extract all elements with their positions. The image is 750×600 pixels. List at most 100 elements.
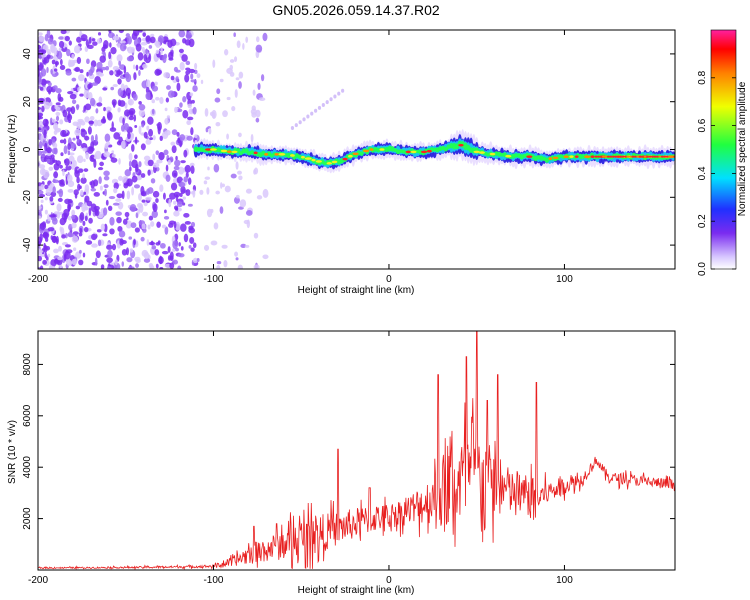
spectrogram-streak-cell: [306, 114, 310, 119]
colorbar-tick-label: 0.4: [697, 166, 708, 180]
spectrogram-hotspot: [278, 152, 286, 156]
spectrogram-noise-cell: [192, 257, 199, 264]
spectrogram-noise-cell: [70, 106, 76, 115]
spectrogram-noise-cell: [191, 99, 195, 104]
spectrogram-noise-cell: [155, 263, 159, 269]
spectrogram-hotspot: [526, 155, 533, 158]
spectrogram-noise-cell: [77, 118, 84, 122]
spectrogram-noise-cell: [82, 252, 86, 258]
spectrogram-noise-cell: [220, 182, 223, 189]
spectrogram-noise-cell: [118, 158, 121, 165]
spectrogram-ridge-core: [624, 155, 627, 158]
spectrogram-noise-cell: [51, 148, 57, 155]
spectrogram-ridge-core: [643, 155, 647, 158]
spectrogram-noise-cell: [125, 247, 130, 256]
spectrogram-noise-cell: [84, 215, 88, 222]
spectrogram-noise-cell: [210, 240, 218, 246]
spectrogram-noise-cell: [83, 90, 90, 99]
spectrogram-noise-cell: [163, 71, 170, 79]
spectrogram-noise-cell: [200, 79, 204, 85]
spectrogram-noise-cell: [168, 51, 174, 60]
spectrogram-noise-cell: [152, 162, 160, 168]
spectrogram-noise-cell: [169, 262, 175, 269]
spectrogram-noise-cell: [186, 120, 192, 126]
spectrogram-streak-cell: [314, 108, 318, 113]
spectrogram-ridge-core: [668, 155, 672, 158]
spectrogram-noise-cell: [219, 206, 224, 214]
spectrogram-noise-cell: [38, 44, 42, 50]
spectrogram-noise-cell: [260, 74, 265, 82]
spectrogram-noise-cell: [38, 35, 45, 42]
spectrogram-hotspot: [342, 157, 348, 161]
spectrogram-noise-cell: [55, 160, 62, 167]
spectrogram-noise-cell: [231, 105, 236, 112]
spectrogram-ytick-label: 0: [22, 146, 33, 152]
spectrogram-noise-cell: [168, 198, 172, 208]
spectrogram-noise-cell: [207, 166, 210, 171]
spectrogram-noise-cell: [38, 205, 42, 210]
spectrogram-noise-cell: [79, 69, 84, 74]
spectrogram-noise-cell: [131, 175, 138, 183]
spectrogram-noise-cell: [102, 87, 108, 91]
spectrogram-noise-cell: [69, 93, 77, 100]
spectrogram-noise-cell: [185, 67, 191, 71]
spectrogram-noise-cell: [102, 116, 106, 124]
spectrogram-noise-cell: [89, 116, 95, 121]
spectrogram-noise-cell: [46, 85, 53, 93]
spectrogram-noise-cell: [114, 71, 117, 75]
spectrogram-noise-cell: [103, 207, 108, 216]
spectrogram-hotspot: [210, 148, 217, 151]
spectrogram-noise-cell: [72, 137, 76, 141]
spectrogram-noise-cell: [243, 219, 250, 225]
spectrogram-noise-cell: [118, 100, 126, 107]
spectrogram-noise-cell: [154, 249, 160, 256]
spectrogram-noise-cell: [157, 35, 165, 44]
spectrogram-noise-cell: [40, 199, 44, 204]
spectrogram-noise-cell: [150, 240, 154, 246]
spectrogram-noise-cell: [177, 137, 181, 144]
spectrogram-noise-cell: [177, 108, 183, 113]
spectrogram-noise-cell: [179, 192, 183, 198]
spectrogram-noise-cell: [79, 93, 84, 97]
spectrogram-noise-cell: [145, 60, 150, 64]
spectrogram-noise-cell: [57, 197, 63, 202]
spectrogram-noise-cell: [174, 159, 181, 167]
colorbar-tick-label: 0.8: [697, 70, 708, 84]
spectrogram-noise-cell: [68, 223, 73, 231]
spectrogram-noise-cell: [105, 199, 109, 206]
spectrogram-noise-cell: [96, 61, 103, 70]
spectrogram-noise-cell: [173, 165, 180, 171]
colorbar-tick-label: 0.6: [697, 118, 708, 132]
spectrogram-noise-cell: [126, 56, 134, 62]
spectrogram-noise-cell: [66, 259, 73, 266]
spectrogram-noise-cell: [71, 222, 77, 229]
spectrogram-hotspot: [584, 155, 591, 158]
spectrogram-noise-cell: [173, 205, 179, 210]
spectrogram-noise-cell: [38, 112, 44, 117]
spectrogram-noise-cell: [122, 218, 128, 225]
spectrogram-noise-cell: [40, 150, 48, 154]
spectrogram-noise-cell: [170, 75, 175, 81]
spectrogram-noise-cell: [155, 49, 160, 55]
spectrogram-noise-cell: [40, 78, 47, 86]
spectrogram-noise-cell: [126, 257, 133, 263]
spectrogram-noise-cell: [89, 97, 96, 107]
spectrogram-noise-cell: [43, 129, 47, 139]
spectrogram-noise-cell: [74, 128, 81, 137]
spectrogram-noise-cell: [238, 71, 244, 79]
spectrogram-noise-cell: [230, 173, 237, 179]
spectrogram-noise-cell: [67, 111, 71, 119]
spectrogram-noise-cell: [177, 265, 182, 269]
spectrogram-noise-cell: [73, 45, 81, 54]
spectrogram-noise-cell: [82, 173, 85, 179]
spectrogram-noise-cell: [150, 178, 156, 184]
spectrogram-noise-cell: [78, 259, 84, 266]
spectrogram-ridge-core: [638, 155, 642, 158]
spectrogram-noise-cell: [127, 98, 134, 106]
spectrogram-noise-cell: [61, 234, 66, 239]
spectrogram-noise-cell: [38, 106, 42, 111]
spectrogram-noise-cell: [125, 71, 130, 80]
spectrogram-noise-cell: [80, 189, 84, 196]
spectrogram-noise-cell: [180, 160, 186, 164]
spectrogram-noise-cell: [180, 246, 184, 251]
